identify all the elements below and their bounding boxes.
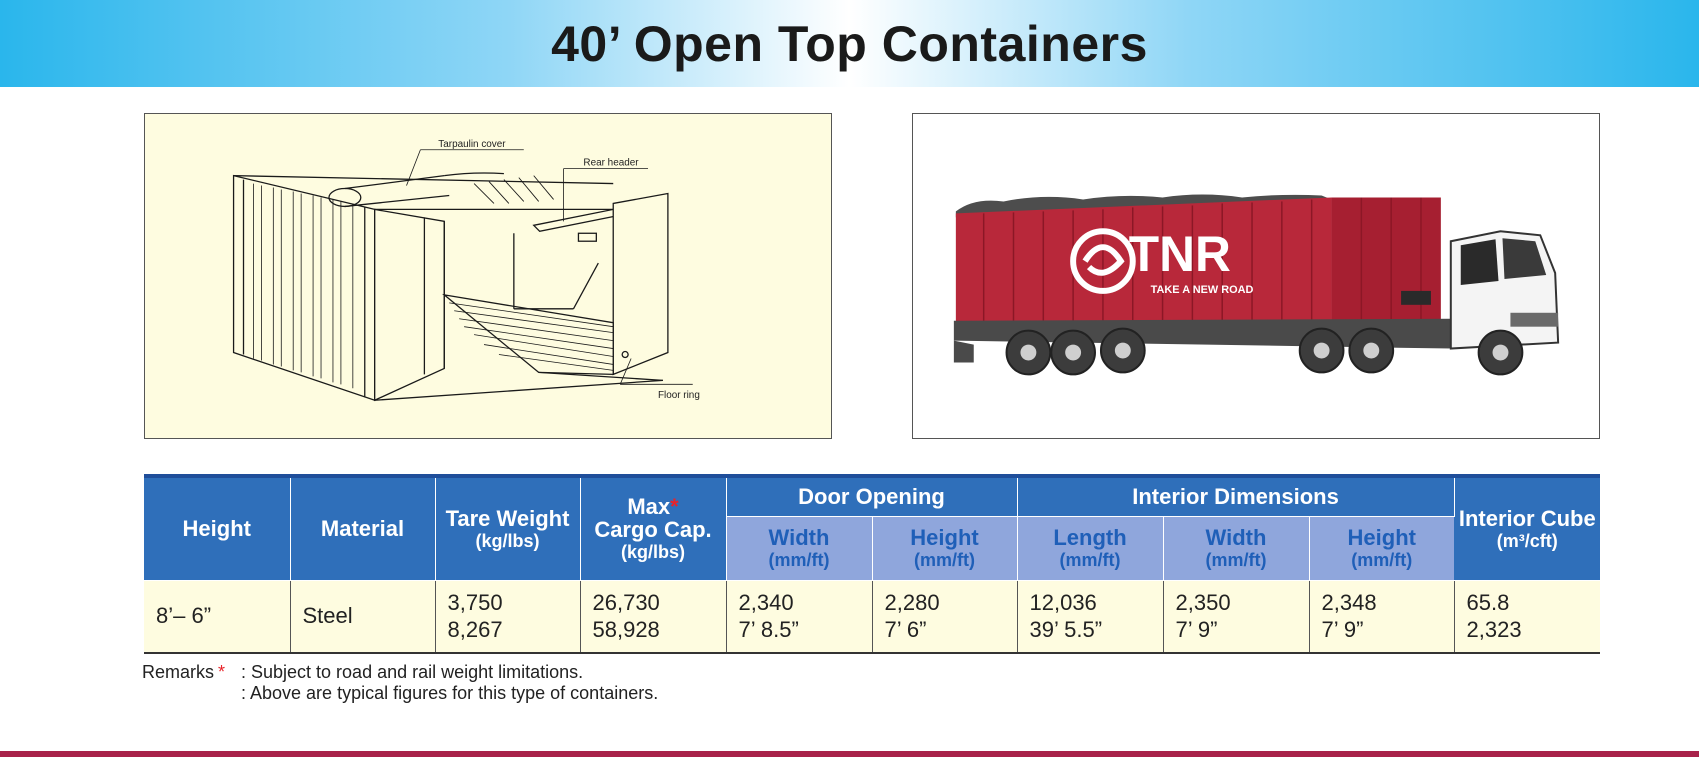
header-max-unit: (kg/lbs) <box>620 542 685 563</box>
truck-image-panel: TNR TAKE A NEW ROAD <box>912 113 1600 439</box>
header-height: Height <box>144 476 291 581</box>
header-interior-width: Width (mm/ft) <box>1163 516 1310 581</box>
remarks-label-spacer <box>142 683 241 704</box>
header-cube-text: Interior Cube <box>1458 505 1596 531</box>
remarks-row-1: Remarks * : Subject to road and rail weig… <box>142 662 658 683</box>
int-height-unit: (mm/ft) <box>1351 550 1413 571</box>
header-interior-cube: Interior Cube (m³/cft) <box>1454 476 1601 581</box>
container-spec-table: Height Material Tare Weight (kg/lbs) Max… <box>144 474 1601 654</box>
header-door-width: Width (mm/ft) <box>726 516 873 581</box>
open-top-container-diagram: Tarpaulin cover Rear header Floor ring <box>232 139 700 401</box>
cell-door-height: 2,280 7’ 6” <box>872 580 1018 654</box>
int-width-unit: (mm/ft) <box>1205 550 1267 571</box>
cell-door-height-ft: 7’ 6” <box>884 617 927 642</box>
remarks-star: * <box>218 662 226 682</box>
header-max-cargo: Max* Cargo Cap. (kg/lbs) <box>580 476 727 581</box>
cell-max: 26,730 58,928 <box>580 580 727 654</box>
remarks-line-2: : Above are typical figures for this typ… <box>241 683 659 703</box>
header-max-star: * <box>670 494 679 520</box>
remarks-label-text: Remarks <box>142 662 215 682</box>
page-title: 40’ Open Top Containers <box>551 15 1148 72</box>
int-height-text: Height <box>1347 525 1416 550</box>
title-band: 40’ Open Top Containers <box>0 0 1699 87</box>
cell-int-height-ft: 7’ 9” <box>1321 617 1364 642</box>
remarks-line-1: : Subject to road and rail weight limita… <box>241 662 584 682</box>
int-length-text: Length <box>1053 525 1127 550</box>
int-width-text: Width <box>1205 525 1267 550</box>
cell-tare-kg: 3,750 <box>447 589 503 615</box>
table-row: 8’– 6” Steel 3,750 8,267 26,730 58,928 2… <box>144 580 1601 654</box>
cell-int-height: 2,348 7’ 9” <box>1309 580 1455 654</box>
header-cube-unit: (m³/cft) <box>1496 530 1558 551</box>
cell-cube: 65.8 2,323 <box>1454 580 1601 654</box>
cell-door-width: 2,340 7’ 8.5” <box>726 580 873 654</box>
cell-cube-cft: 2,323 <box>1466 617 1522 642</box>
remarks: Remarks * : Subject to road and rail weig… <box>142 662 658 704</box>
cell-int-length-mm: 12,036 <box>1029 589 1097 615</box>
remarks-row-2: : Above are typical figures for this typ… <box>142 683 658 704</box>
cell-tare-lbs: 8,267 <box>447 617 503 642</box>
cell-int-length-ft: 39’ 5.5” <box>1029 617 1103 642</box>
tarpaulin-label: Tarpaulin cover <box>438 139 506 150</box>
header-tare-weight: Tare Weight (kg/lbs) <box>435 476 581 581</box>
cell-int-width-ft: 7’ 9” <box>1175 617 1218 642</box>
truck-tagline-text: TAKE A NEW ROAD <box>1151 284 1254 296</box>
tnr-truck-illustration: TNR TAKE A NEW ROAD <box>953 194 1560 376</box>
remarks-label: Remarks * <box>142 662 241 683</box>
cell-int-height-mm: 2,348 <box>1321 589 1377 615</box>
door-height-text: Height <box>910 525 979 550</box>
cell-door-height-mm: 2,280 <box>884 589 940 615</box>
cell-tare: 3,750 8,267 <box>435 580 581 654</box>
door-height-unit: (mm/ft) <box>914 550 975 571</box>
header-material: Material <box>290 476 436 581</box>
rear-header-label: Rear header <box>583 158 639 169</box>
cell-max-kg: 26,730 <box>592 589 660 615</box>
header-max-text: Max <box>627 494 671 520</box>
header-max-text2: Cargo Cap. <box>594 517 712 543</box>
header-door-opening: Door Opening <box>726 476 1018 517</box>
cell-height: 8’– 6” <box>144 580 291 654</box>
cell-int-length: 12,036 39’ 5.5” <box>1017 580 1164 654</box>
int-length-unit: (mm/ft) <box>1059 550 1121 571</box>
cell-material: Steel <box>290 580 436 654</box>
cell-int-width: 2,350 7’ 9” <box>1163 580 1310 654</box>
header-tare-text: Tare Weight <box>445 505 570 531</box>
container-diagram-panel: Tarpaulin cover Rear header Floor ring <box>144 113 832 439</box>
cell-max-lbs: 58,928 <box>592 617 660 642</box>
door-width-unit: (mm/ft) <box>768 550 830 571</box>
header-door-height: Height (mm/ft) <box>872 516 1018 581</box>
cell-door-width-mm: 2,340 <box>738 589 794 615</box>
cell-int-width-mm: 2,350 <box>1175 589 1231 615</box>
cell-cube-m3: 65.8 <box>1466 589 1510 615</box>
header-interior-length: Length (mm/ft) <box>1017 516 1164 581</box>
header-tare-unit: (kg/lbs) <box>475 530 540 551</box>
header-interior-height: Height (mm/ft) <box>1309 516 1455 581</box>
cell-door-width-ft: 7’ 8.5” <box>738 617 799 642</box>
header-interior-dimensions: Interior Dimensions <box>1017 476 1455 517</box>
footer-rule <box>0 751 1699 757</box>
truck-brand-text: TNR <box>1129 226 1231 282</box>
door-width-text: Width <box>768 525 830 550</box>
floor-ring-label: Floor ring <box>658 390 700 401</box>
